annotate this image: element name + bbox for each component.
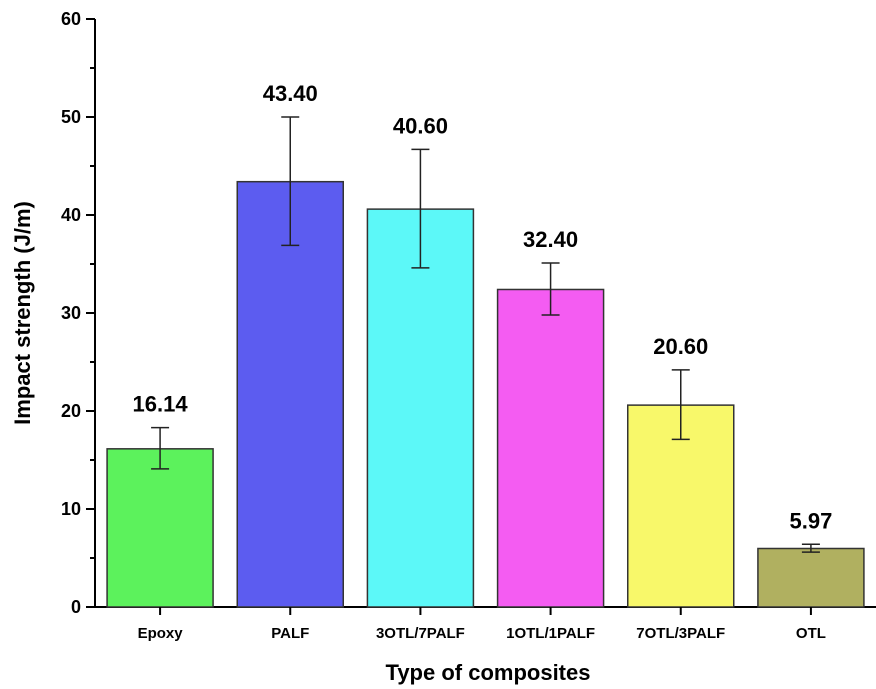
data-label: 20.60 — [653, 334, 708, 359]
error-bars — [151, 116, 820, 553]
data-label: 32.40 — [523, 227, 578, 252]
bar-epoxy — [106, 448, 214, 608]
y-axis-title: Impact strength (J/m) — [10, 201, 35, 425]
bar-3otl-7palf — [366, 208, 475, 608]
data-labels: 16.14 43.40 40.60 32.40 20.60 5.97 — [133, 81, 833, 533]
y-tick-label: 0 — [71, 597, 81, 617]
x-tick-label: 1OTL/1PALF — [506, 625, 595, 642]
data-label: 16.14 — [133, 392, 189, 417]
x-tick-label: Epoxy — [138, 625, 184, 642]
y-tick-label: 60 — [61, 9, 81, 29]
data-label: 40.60 — [393, 113, 448, 138]
x-tick-label: PALF — [271, 625, 309, 642]
y-tick-label: 20 — [61, 401, 81, 421]
bars — [106, 180, 865, 608]
y-tick-label: 40 — [61, 205, 81, 225]
bar-1otl-1palf — [496, 288, 605, 608]
bar-otl — [757, 547, 865, 608]
y-tick-label: 10 — [61, 499, 81, 519]
y-tick-label: 50 — [61, 107, 81, 127]
x-tick-label: 7OTL/3PALF — [636, 625, 725, 642]
data-label: 43.40 — [263, 81, 318, 106]
x-tick-label: 3OTL/7PALF — [376, 625, 465, 642]
x-axis-title: Type of composites — [386, 660, 591, 685]
y-tick-label: 30 — [61, 303, 81, 323]
x-tick-label: OTL — [796, 625, 826, 642]
y-ticks: 0 10 20 30 40 50 60 — [61, 9, 95, 617]
x-categories: Epoxy PALF 3OTL/7PALF 1OTL/1PALF 7OTL/3PALF O… — [138, 607, 826, 642]
data-label: 5.97 — [790, 508, 833, 533]
bar-palf — [236, 180, 344, 608]
